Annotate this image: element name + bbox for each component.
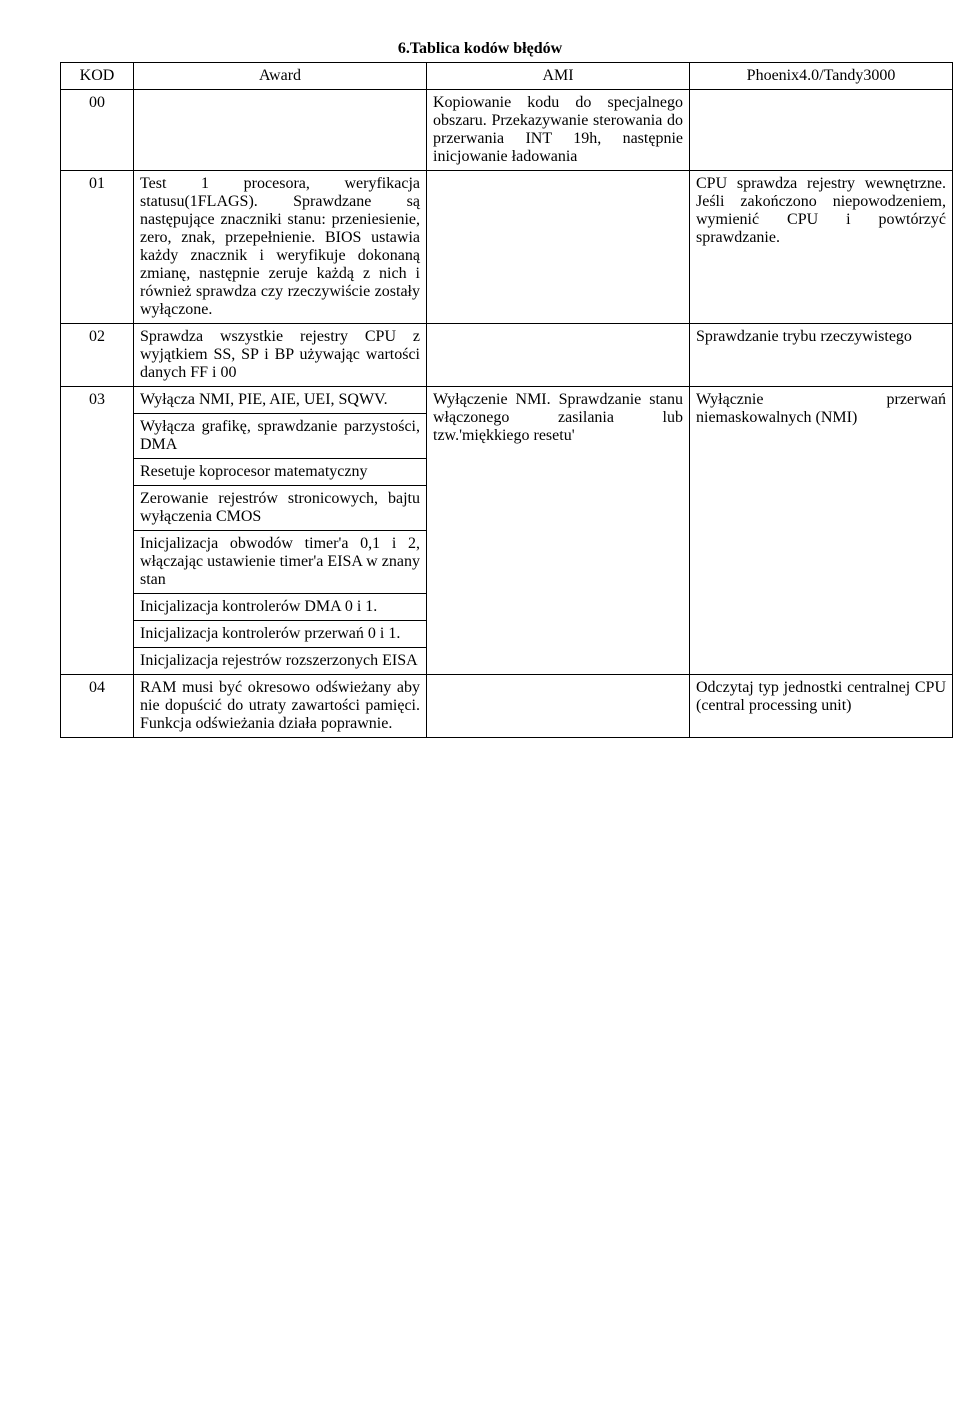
award-sub-item: Inicjalizacja kontrolerów przerwań 0 i 1… xyxy=(134,620,426,643)
table-row: 01 Test 1 procesora, weryfikacja statusu… xyxy=(61,171,953,324)
error-codes-table: KOD Award AMI Phoenix4.0/Tandy3000 00 Ko… xyxy=(60,62,953,738)
cell-award: Test 1 procesora, weryfikacja statusu(1F… xyxy=(134,171,427,324)
cell-award: Sprawdza wszystkie rejestry CPU z wyjątk… xyxy=(134,324,427,387)
table-row: 00 Kopiowanie kodu do specjalnego obszar… xyxy=(61,90,953,171)
cell-kod: 04 xyxy=(61,675,134,738)
award-sub-item: Inicjalizacja rejestrów rozszerzonych EI… xyxy=(134,647,426,670)
cell-phoenix: Wyłącznie przerwań niemaskowalnych (NMI) xyxy=(690,387,953,675)
cell-kod: 02 xyxy=(61,324,134,387)
award-sub-item: Inicjalizacja kontrolerów DMA 0 i 1. xyxy=(134,593,426,616)
cell-award: Wyłącza NMI, PIE, AIE, UEI, SQWV. Wyłącz… xyxy=(134,387,427,675)
award-sub-item: Resetuje koprocesor matematyczny xyxy=(134,458,426,481)
table-row: 03 Wyłącza NMI, PIE, AIE, UEI, SQWV. Wył… xyxy=(61,387,953,675)
page-title: 6.Tablica kodów błędów xyxy=(60,40,900,58)
cell-kod: 01 xyxy=(61,171,134,324)
header-phoenix: Phoenix4.0/Tandy3000 xyxy=(690,63,953,90)
cell-ami: Kopiowanie kodu do specjalnego obszaru. … xyxy=(427,90,690,171)
cell-phoenix: Sprawdzanie trybu rzeczywistego xyxy=(690,324,953,387)
award-sub-item: Wyłącza grafikę, sprawdzanie parzystości… xyxy=(134,413,426,454)
cell-kod: 00 xyxy=(61,90,134,171)
cell-ami xyxy=(427,171,690,324)
cell-phoenix: Odczytaj typ jednostki centralnej CPU (c… xyxy=(690,675,953,738)
cell-award xyxy=(134,90,427,171)
award-sub-item: Inicjalizacja obwodów timer'a 0,1 i 2, w… xyxy=(134,530,426,589)
header-kod: KOD xyxy=(61,63,134,90)
table-header-row: KOD Award AMI Phoenix4.0/Tandy3000 xyxy=(61,63,953,90)
header-ami: AMI xyxy=(427,63,690,90)
cell-ami xyxy=(427,675,690,738)
cell-award: RAM musi być okresowo odświeżany aby nie… xyxy=(134,675,427,738)
cell-ami: Wyłączenie NMI. Sprawdzanie stanu włączo… xyxy=(427,387,690,675)
cell-phoenix xyxy=(690,90,953,171)
header-award: Award xyxy=(134,63,427,90)
award-sub-item: Wyłącza NMI, PIE, AIE, UEI, SQWV. xyxy=(134,391,426,409)
table-row: 04 RAM musi być okresowo odświeżany aby … xyxy=(61,675,953,738)
cell-phoenix: CPU sprawdza rejestry wewnętrzne. Jeśli … xyxy=(690,171,953,324)
cell-ami xyxy=(427,324,690,387)
award-sub-item: Zerowanie rejestrów stronicowych, bajtu … xyxy=(134,485,426,526)
table-row: 02 Sprawdza wszystkie rejestry CPU z wyj… xyxy=(61,324,953,387)
cell-kod: 03 xyxy=(61,387,134,675)
